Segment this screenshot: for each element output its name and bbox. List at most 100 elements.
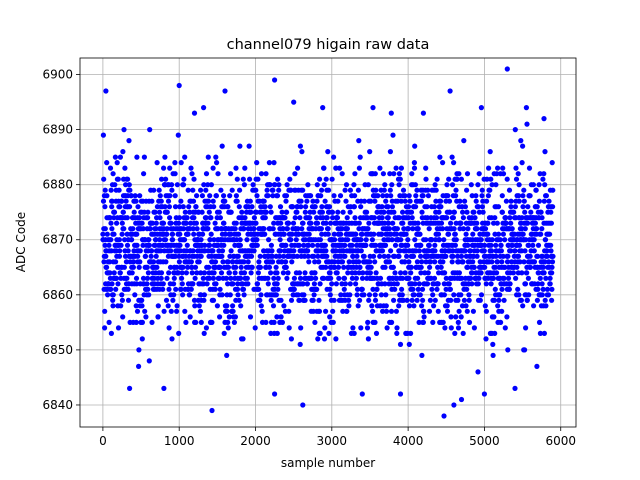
data-point [485, 220, 491, 226]
data-point [482, 264, 488, 270]
data-point [108, 286, 114, 292]
data-point [160, 220, 167, 226]
data-point [258, 292, 264, 298]
data-point [330, 308, 336, 314]
data-point [441, 281, 447, 287]
data-point [164, 231, 170, 237]
data-point [223, 275, 229, 281]
data-point [499, 193, 505, 199]
data-point [389, 204, 395, 210]
data-point [188, 286, 194, 292]
data-point [373, 270, 379, 276]
data-point [398, 237, 404, 243]
data-point [549, 297, 555, 303]
data-point [412, 182, 418, 188]
data-point [515, 171, 521, 177]
data-point [377, 275, 384, 281]
data-point [483, 308, 489, 314]
data-point [270, 187, 276, 193]
data-point [277, 237, 283, 243]
data-point [395, 198, 401, 204]
data-point [455, 297, 461, 303]
data-point [441, 292, 447, 298]
data-point [482, 242, 488, 248]
data-point [456, 171, 462, 177]
data-point [104, 160, 110, 166]
data-point [440, 319, 446, 325]
data-point [111, 215, 117, 221]
data-point [133, 198, 139, 204]
data-point [465, 242, 471, 248]
data-point [371, 231, 377, 237]
data-point [379, 204, 385, 210]
data-point [438, 198, 444, 204]
data-point [123, 182, 129, 188]
data-point [396, 303, 402, 309]
data-point [402, 270, 408, 276]
data-point [356, 226, 362, 232]
data-point [106, 319, 112, 325]
data-point [293, 237, 299, 243]
data-point [364, 215, 370, 221]
data-point [305, 242, 312, 248]
data-point [330, 319, 336, 325]
data-point [213, 193, 219, 199]
data-point [325, 226, 331, 232]
data-point [475, 182, 481, 188]
data-point [432, 297, 438, 303]
data-point [316, 308, 323, 314]
data-point [342, 242, 348, 248]
data-point [271, 319, 277, 325]
data-point [513, 275, 519, 281]
data-point [192, 303, 198, 309]
data-point [404, 253, 410, 259]
data-point [167, 165, 173, 171]
data-point [341, 275, 348, 281]
data-point [432, 242, 438, 248]
data-point [548, 220, 555, 226]
data-point [244, 275, 250, 281]
data-point [479, 204, 485, 210]
outlier-point [441, 413, 447, 419]
data-point [516, 242, 523, 248]
data-point [333, 165, 339, 171]
data-point [396, 171, 402, 177]
data-point [369, 237, 375, 243]
data-point [546, 259, 552, 265]
data-point [493, 253, 499, 259]
data-point [277, 204, 284, 210]
data-point [305, 253, 311, 259]
data-point [208, 215, 214, 221]
data-point [444, 215, 450, 221]
data-point [493, 182, 499, 188]
data-point [424, 215, 430, 221]
data-point [203, 215, 209, 221]
x-tick-label: 6000 [545, 434, 576, 448]
data-point [122, 165, 128, 171]
data-point [188, 220, 194, 226]
data-point [299, 149, 305, 155]
data-point [322, 242, 328, 248]
data-point [233, 193, 239, 199]
data-point [279, 319, 285, 325]
data-point [311, 292, 317, 298]
data-point [165, 303, 171, 309]
data-point [392, 242, 399, 248]
data-point [534, 363, 540, 369]
data-point [207, 193, 213, 199]
data-point [181, 237, 188, 243]
data-point [355, 187, 361, 193]
outlier-point [320, 105, 326, 111]
data-point [352, 193, 358, 199]
data-point [230, 303, 236, 309]
data-point [115, 281, 121, 287]
data-point [296, 242, 302, 248]
data-point [239, 209, 245, 215]
data-point [185, 231, 191, 237]
data-point [358, 237, 364, 243]
data-point [203, 187, 209, 193]
data-point [235, 292, 241, 298]
data-point [255, 176, 261, 182]
data-point [374, 286, 380, 292]
data-point [129, 270, 135, 276]
